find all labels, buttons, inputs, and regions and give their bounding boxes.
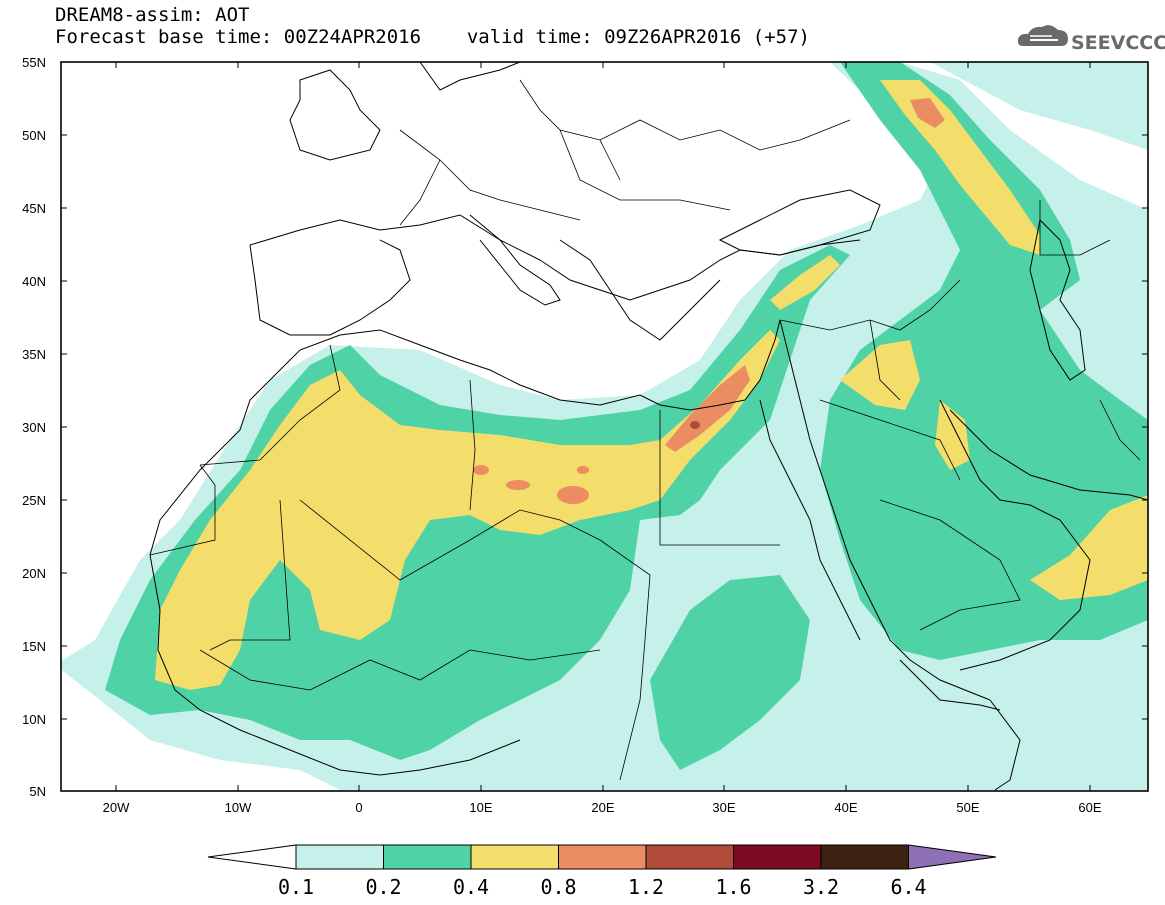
aot-band bbox=[910, 98, 945, 128]
aot-band bbox=[557, 486, 589, 504]
border-iran-east bbox=[1039, 200, 1141, 461]
colorbar bbox=[207, 844, 997, 870]
coastline-italy bbox=[469, 214, 561, 306]
aot-band bbox=[473, 465, 489, 475]
coastline-balkans-greece bbox=[559, 239, 721, 341]
aot-level-0.4 bbox=[155, 80, 1148, 690]
border-middle-east bbox=[779, 279, 961, 401]
coastline-persian-gulf bbox=[939, 399, 1091, 671]
colorbar-label: 0.8 bbox=[540, 875, 576, 899]
aot-band bbox=[840, 340, 920, 410]
lat-label: 40N bbox=[22, 274, 46, 289]
border-algeria-mali bbox=[299, 499, 651, 581]
lat-label: 5N bbox=[29, 784, 46, 799]
colorbar-label: 0.4 bbox=[453, 875, 489, 899]
cloud-icon bbox=[1017, 25, 1068, 46]
coastline-sinai bbox=[759, 399, 861, 641]
aot-level-1.2 bbox=[690, 421, 700, 429]
lon-label: 30E bbox=[712, 800, 735, 815]
lat-label: 20N bbox=[22, 566, 46, 581]
aot-shading bbox=[61, 62, 1148, 790]
coastline-levant-red-sea bbox=[744, 319, 991, 701]
lon-label: 20W bbox=[103, 800, 130, 815]
border-libya-egypt bbox=[659, 410, 780, 546]
aot-band bbox=[577, 466, 589, 474]
border-morocco-algeria bbox=[199, 344, 341, 466]
coastline-black-sea bbox=[718, 189, 881, 256]
colorbar-label: 0.2 bbox=[365, 875, 401, 899]
border-europe-central bbox=[399, 129, 581, 226]
lat-label: 45N bbox=[22, 201, 46, 216]
lat-label: 25N bbox=[22, 493, 46, 508]
colorbar-segment bbox=[733, 844, 822, 870]
colorbar-high-arrow bbox=[908, 844, 997, 870]
lat-label: 50N bbox=[22, 128, 46, 143]
colorbar-segment bbox=[820, 844, 909, 870]
border-sahel bbox=[199, 649, 601, 691]
aot-band bbox=[155, 330, 780, 690]
coastline-iran bbox=[949, 409, 1148, 501]
lon-label: 10W bbox=[225, 800, 252, 815]
longitude-axis: 20W 10W 0 10E 20E 30E 40E 50E 60E bbox=[103, 62, 1102, 815]
border-arabia bbox=[819, 399, 1021, 631]
aot-band bbox=[665, 365, 750, 452]
base-time-label: Forecast base time: 00Z24APR2016 bbox=[55, 26, 422, 48]
lon-label: 50E bbox=[956, 800, 979, 815]
coastline-north-africa bbox=[149, 329, 746, 556]
aot-band bbox=[935, 400, 970, 470]
colorbar-label: 0.1 bbox=[278, 875, 314, 899]
aot-band bbox=[880, 80, 1040, 255]
forecast-times: Forecast base time: 00Z24APR2016 valid t… bbox=[55, 27, 810, 47]
border-chad-sudan bbox=[619, 574, 651, 781]
coastlines bbox=[149, 62, 1148, 791]
lat-label: 55N bbox=[22, 55, 46, 70]
aot-band bbox=[930, 62, 1148, 150]
aot-band bbox=[506, 480, 530, 490]
aot-band bbox=[650, 575, 810, 770]
aot-band bbox=[820, 62, 1148, 660]
border-europe-east bbox=[519, 79, 851, 211]
lon-label: 20E bbox=[591, 800, 614, 815]
colorbar-label: 1.2 bbox=[628, 875, 664, 899]
lon-label: 60E bbox=[1078, 800, 1101, 815]
colorbar-segment bbox=[558, 844, 647, 870]
lon-label: 0 bbox=[355, 800, 362, 815]
colorbar-segment bbox=[470, 844, 559, 870]
lat-label: 30N bbox=[22, 420, 46, 435]
lon-label: 10E bbox=[469, 800, 492, 815]
lon-label: 40E bbox=[834, 800, 857, 815]
lat-label: 35N bbox=[22, 347, 46, 362]
coastline-iberia bbox=[249, 239, 411, 336]
aot-band bbox=[1030, 495, 1148, 600]
map-title: DREAM8-assim: AOT bbox=[55, 4, 250, 26]
valid-time-label: valid time: 09Z26APR2016 (+57) bbox=[466, 26, 810, 48]
coastline-uk bbox=[289, 69, 381, 161]
colorbar-label: 3.2 bbox=[803, 875, 839, 899]
aot-band bbox=[690, 421, 700, 429]
coastline-horn bbox=[989, 699, 1021, 791]
colorbar-segment bbox=[383, 844, 472, 870]
latitude-axis: 55N 50N 45N 40N 35N 30N 25N 20N 15N 10N … bbox=[22, 55, 1148, 799]
lat-label: 10N bbox=[22, 712, 46, 727]
aot-band bbox=[770, 255, 840, 310]
lat-label: 15N bbox=[22, 639, 46, 654]
coastline-somalia bbox=[899, 659, 1001, 711]
border-mauritania bbox=[149, 464, 291, 651]
border-libya-algeria bbox=[469, 379, 476, 511]
colorbar-low-arrow bbox=[207, 844, 297, 870]
colorbar-segment bbox=[295, 844, 384, 870]
coastline-west-africa bbox=[149, 554, 521, 776]
logo-text: SEEVCCC bbox=[1071, 32, 1165, 54]
seevccc-logo: SEEVCCC bbox=[1017, 25, 1165, 54]
coastline-caspian bbox=[1029, 218, 1086, 381]
colorbar-label: 1.6 bbox=[715, 875, 751, 899]
colorbar-label: 6.4 bbox=[890, 875, 926, 899]
coastline-scandinavia bbox=[419, 62, 521, 91]
aot-level-0.8 bbox=[473, 98, 945, 504]
colorbar-segment bbox=[645, 844, 734, 870]
